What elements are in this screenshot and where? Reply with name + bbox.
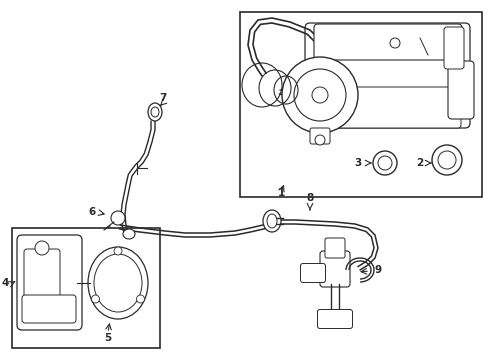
FancyBboxPatch shape xyxy=(22,295,76,323)
Ellipse shape xyxy=(148,103,162,121)
Text: 2: 2 xyxy=(415,158,423,168)
FancyBboxPatch shape xyxy=(300,264,325,283)
Circle shape xyxy=(314,135,325,145)
FancyBboxPatch shape xyxy=(17,235,82,330)
Circle shape xyxy=(91,295,99,303)
Text: 9: 9 xyxy=(374,265,381,275)
Ellipse shape xyxy=(263,210,281,232)
FancyBboxPatch shape xyxy=(314,87,460,128)
Circle shape xyxy=(377,156,391,170)
FancyBboxPatch shape xyxy=(447,61,473,119)
Text: 3: 3 xyxy=(354,158,361,168)
Bar xyxy=(240,12,481,197)
FancyBboxPatch shape xyxy=(443,27,463,69)
Text: 8: 8 xyxy=(306,193,313,203)
Circle shape xyxy=(111,211,125,225)
Circle shape xyxy=(35,241,49,255)
Circle shape xyxy=(372,151,396,175)
Circle shape xyxy=(293,69,346,121)
Ellipse shape xyxy=(123,229,135,239)
Ellipse shape xyxy=(151,107,159,117)
Text: 7: 7 xyxy=(159,93,166,103)
Text: 1: 1 xyxy=(277,188,284,198)
Bar xyxy=(444,28,462,68)
FancyBboxPatch shape xyxy=(309,128,329,144)
Circle shape xyxy=(437,151,455,169)
FancyBboxPatch shape xyxy=(325,238,345,258)
FancyBboxPatch shape xyxy=(313,24,461,60)
FancyBboxPatch shape xyxy=(317,310,352,328)
FancyBboxPatch shape xyxy=(24,249,60,310)
Text: 6: 6 xyxy=(88,207,96,217)
Ellipse shape xyxy=(88,247,148,319)
Circle shape xyxy=(389,38,399,48)
Circle shape xyxy=(431,145,461,175)
FancyBboxPatch shape xyxy=(319,251,349,287)
Text: 5: 5 xyxy=(104,333,111,343)
Ellipse shape xyxy=(266,214,276,228)
Bar xyxy=(12,228,160,348)
FancyBboxPatch shape xyxy=(305,23,469,128)
Circle shape xyxy=(136,295,144,303)
Circle shape xyxy=(311,87,327,103)
Circle shape xyxy=(282,57,357,133)
Text: 4: 4 xyxy=(1,278,9,288)
Circle shape xyxy=(114,247,122,255)
Ellipse shape xyxy=(94,254,142,312)
